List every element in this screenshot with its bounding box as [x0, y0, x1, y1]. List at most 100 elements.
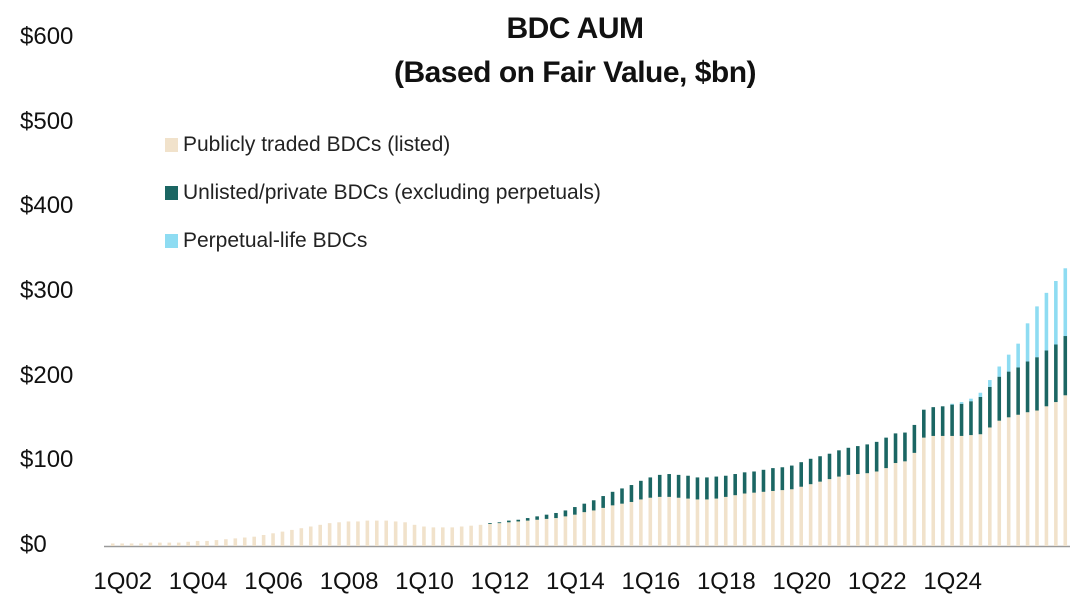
bar-segment-series-1-q88	[940, 406, 945, 436]
bar-segment-series-0-q76	[827, 479, 832, 546]
bar-segment-series-0-q38	[469, 525, 473, 546]
bar-segment-series-0-q46	[544, 518, 549, 546]
bar-segment-series-0-q48	[563, 516, 568, 546]
bar-segment-series-0-q101	[1063, 395, 1068, 546]
bar-segment-series-1-q61	[686, 475, 690, 499]
x-tick-label: 1Q24	[923, 568, 983, 595]
bar-segment-series-0-q52	[601, 507, 605, 546]
bar-segment-series-1-q74	[808, 458, 813, 485]
bar-segment-series-1-q97	[1025, 361, 1030, 413]
bar-segment-series-0-q59	[667, 496, 671, 546]
bar-segment-series-0-q57	[648, 497, 653, 546]
bar-segment-series-1-q84	[903, 432, 907, 462]
bar-segment-series-0-q96	[1016, 414, 1020, 546]
bar-segment-series-0-q67	[742, 493, 747, 546]
bar-segment-series-0-q92	[978, 434, 983, 546]
bar-segment-series-0-q21	[308, 526, 313, 546]
bar-segment-series-1-q50	[582, 503, 587, 513]
bar-segment-series-0-q66	[733, 495, 737, 546]
bar-segment-series-0-q97	[1025, 412, 1030, 546]
bar-segment-series-1-q47	[554, 512, 558, 519]
bar-segment-series-0-q75	[818, 481, 822, 546]
bar-segment-series-1-q56	[639, 480, 643, 500]
bar-segment-series-0-q40	[488, 523, 492, 546]
bar-segment-series-0-q26	[356, 521, 360, 546]
legend-label-perpetual: Perpetual-life BDCs	[183, 229, 368, 252]
bar-segment-series-1-q57	[648, 477, 653, 498]
bar-segment-series-0-q4	[148, 542, 153, 546]
bar-segment-series-1-q101	[1063, 336, 1068, 396]
bar-segment-series-1-q78	[846, 447, 851, 475]
bar-segment-series-0-q54	[620, 503, 624, 546]
bar-segment-series-1-q48	[563, 510, 568, 517]
bar-segment-series-0-q88	[940, 435, 945, 546]
bar-segment-series-0-q18	[280, 531, 285, 546]
bar-segment-series-1-q58	[657, 474, 662, 497]
bar-segment-series-0-q87	[931, 435, 936, 546]
chart-subtitle: (Based on Fair Value, $bn)	[393, 56, 757, 89]
bar-segment-series-0-q41	[497, 523, 502, 546]
bar-segment-series-0-q49	[573, 514, 577, 546]
bar-segment-series-1-q79	[856, 446, 860, 475]
x-tick-label: 1Q02	[93, 568, 153, 595]
bar-segment-series-2-q93	[988, 380, 992, 387]
bar-segment-series-0-q90	[959, 435, 964, 546]
bar-segment-series-0-q93	[988, 427, 992, 546]
bar-segment-series-2-q96	[1016, 343, 1020, 368]
bar-segment-series-0-q34	[431, 527, 436, 546]
bar-segment-series-0-q3	[139, 543, 143, 546]
bar-segment-series-0-q79	[856, 474, 860, 546]
bar-segment-series-0-q20	[299, 528, 304, 546]
bar-segment-series-0-q71	[780, 490, 785, 546]
bar-segment-series-2-q95	[1006, 354, 1011, 372]
y-tick-label: $500	[20, 107, 74, 135]
bar-segment-series-0-q29	[384, 520, 389, 546]
y-tick-label: $400	[20, 192, 74, 220]
bar-segment-series-0-q56	[639, 499, 643, 546]
bar-segment-series-0-q83	[893, 463, 898, 546]
bar-segment-series-0-q35	[441, 527, 445, 546]
bar-segment-series-2-q94	[997, 366, 1002, 377]
bar-segment-series-0-q50	[582, 512, 587, 546]
y-tick-label: $600	[20, 23, 74, 50]
bar-segment-series-1-q70	[771, 468, 775, 491]
x-tick-label: 1Q04	[168, 568, 228, 595]
bar-segment-series-1-q86	[922, 409, 926, 438]
bar-segment-series-1-q77	[837, 450, 841, 477]
bar-segment-series-0-q61	[686, 498, 690, 546]
bar-segment-series-1-q96	[1016, 367, 1020, 415]
bar-segment-series-0-q64	[714, 498, 719, 546]
bar-segment-series-0-q55	[629, 501, 634, 546]
bar-segment-series-0-q6	[167, 542, 172, 546]
y-tick-label: $200	[20, 361, 74, 389]
bar-segment-series-0-q23	[327, 523, 332, 546]
x-tick-label: 1Q06	[244, 568, 303, 595]
bar-segment-series-0-q2	[129, 543, 134, 546]
bar-segment-series-1-q62	[695, 477, 700, 500]
bar-segment-series-1-q73	[799, 462, 803, 487]
bar-segment-series-0-q15	[252, 536, 256, 546]
bar-segment-series-0-q94	[997, 420, 1002, 546]
y-tick-label: $300	[20, 277, 74, 304]
bar-segment-series-0-q68	[752, 492, 756, 546]
bar-segment-series-2-q99	[1044, 292, 1049, 351]
bar-segment-series-1-q41	[497, 522, 502, 524]
bar-segment-series-0-q0	[110, 543, 115, 546]
bar-segment-series-0-q69	[761, 491, 766, 546]
bar-segment-series-0-q1	[120, 543, 124, 546]
bar-segment-series-0-q8	[186, 541, 190, 546]
bar-segment-series-0-q16	[261, 534, 266, 546]
bar-segment-series-1-q91	[969, 401, 973, 436]
bar-segment-series-0-q32	[412, 524, 417, 546]
bar-segment-series-1-q54	[620, 488, 624, 504]
y-tick-label: $100	[20, 446, 74, 474]
bar-segment-series-0-q43	[516, 521, 521, 546]
bar-segment-series-1-q53	[610, 491, 615, 506]
x-tick-label: 1Q20	[772, 568, 832, 595]
chart-title: BDC AUM	[506, 12, 644, 45]
bar-segment-series-1-q90	[959, 403, 964, 436]
bar-segment-series-0-q28	[375, 520, 379, 546]
bar-segment-series-1-q83	[893, 433, 898, 464]
bar-segment-series-0-q33	[422, 526, 426, 546]
bar-segment-series-1-q81	[874, 441, 879, 472]
